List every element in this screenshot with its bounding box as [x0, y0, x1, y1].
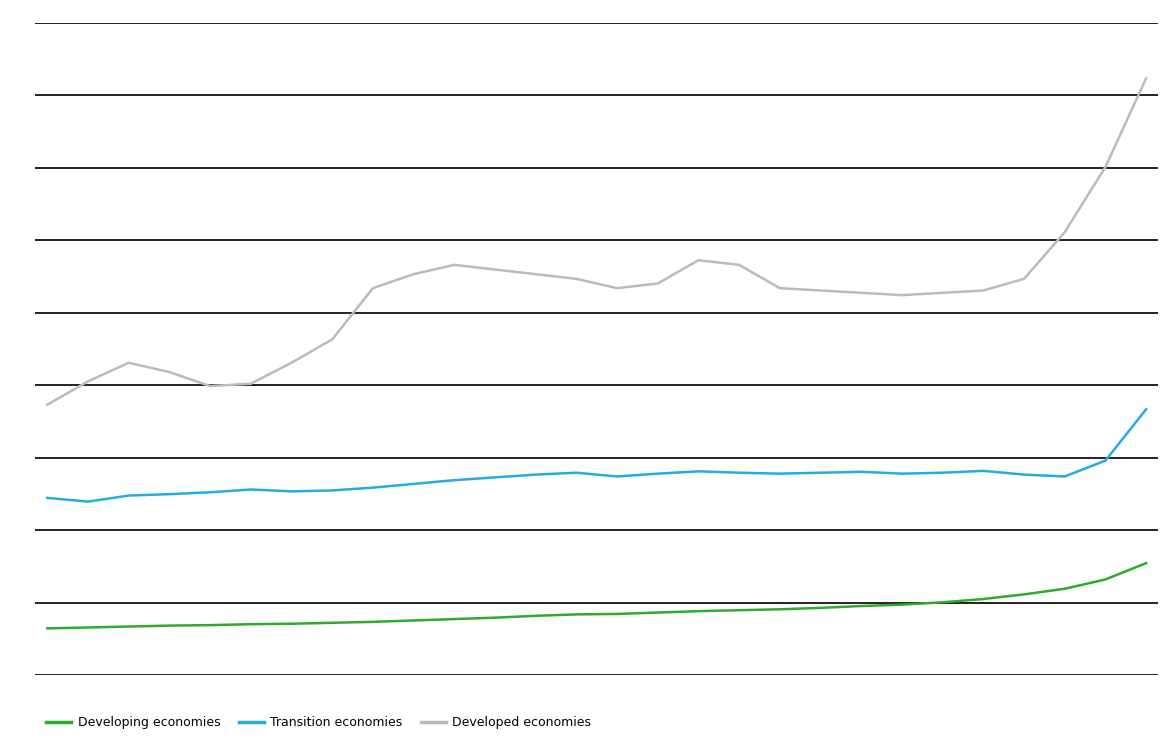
Legend: Developing economies, Transition economies, Developed economies: Developing economies, Transition economi… — [41, 711, 597, 734]
